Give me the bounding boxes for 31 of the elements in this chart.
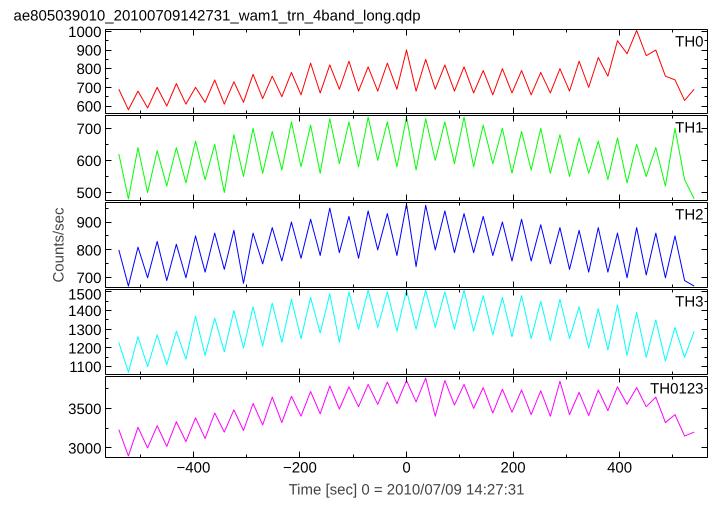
x-tick-label: −200 bbox=[283, 460, 317, 476]
chart-title: ae805039010_20100709142731_wam1_trn_4band_long.qdp bbox=[14, 8, 421, 24]
y-tick-label: 1100 bbox=[69, 359, 102, 376]
series-label: TH1 bbox=[675, 120, 704, 136]
y-tick-label: 500 bbox=[76, 184, 102, 202]
series-label: TH0123 bbox=[650, 380, 704, 398]
y-tick-label: 700 bbox=[76, 270, 102, 288]
series-label: TH3 bbox=[675, 294, 704, 310]
series-label: TH0 bbox=[675, 34, 704, 50]
x-tick-label: 200 bbox=[500, 460, 526, 476]
y-tick-label: 1200 bbox=[68, 340, 102, 358]
y-tick-label: 700 bbox=[76, 80, 102, 97]
x-tick-label: 400 bbox=[607, 460, 632, 476]
y-tick-label: 3500 bbox=[68, 400, 102, 418]
y-tick-label: 900 bbox=[76, 42, 102, 60]
y-tick-label: 900 bbox=[76, 214, 102, 232]
y-tick-label: 1000 bbox=[68, 24, 102, 41]
y-tick-label: 3000 bbox=[68, 440, 102, 458]
x-tick-label: 0 bbox=[402, 460, 411, 476]
y-tick-label: 800 bbox=[76, 61, 102, 78]
y-axis-title: Counts/sec bbox=[50, 206, 68, 283]
y-tick-label: 1500 bbox=[68, 286, 102, 304]
y-tick-label: 800 bbox=[76, 242, 102, 260]
y-tick-label: 600 bbox=[76, 152, 102, 170]
x-tick-label: −400 bbox=[176, 460, 210, 476]
x-axis-title: Time [sec] 0 = 2010/07/09 14:27:31 bbox=[288, 482, 524, 498]
y-tick-label: 600 bbox=[76, 98, 102, 116]
series-label: TH2 bbox=[675, 206, 704, 224]
y-tick-label: 1400 bbox=[68, 303, 102, 320]
y-tick-label: 700 bbox=[76, 120, 102, 138]
y-tick-label: 1300 bbox=[68, 322, 102, 339]
